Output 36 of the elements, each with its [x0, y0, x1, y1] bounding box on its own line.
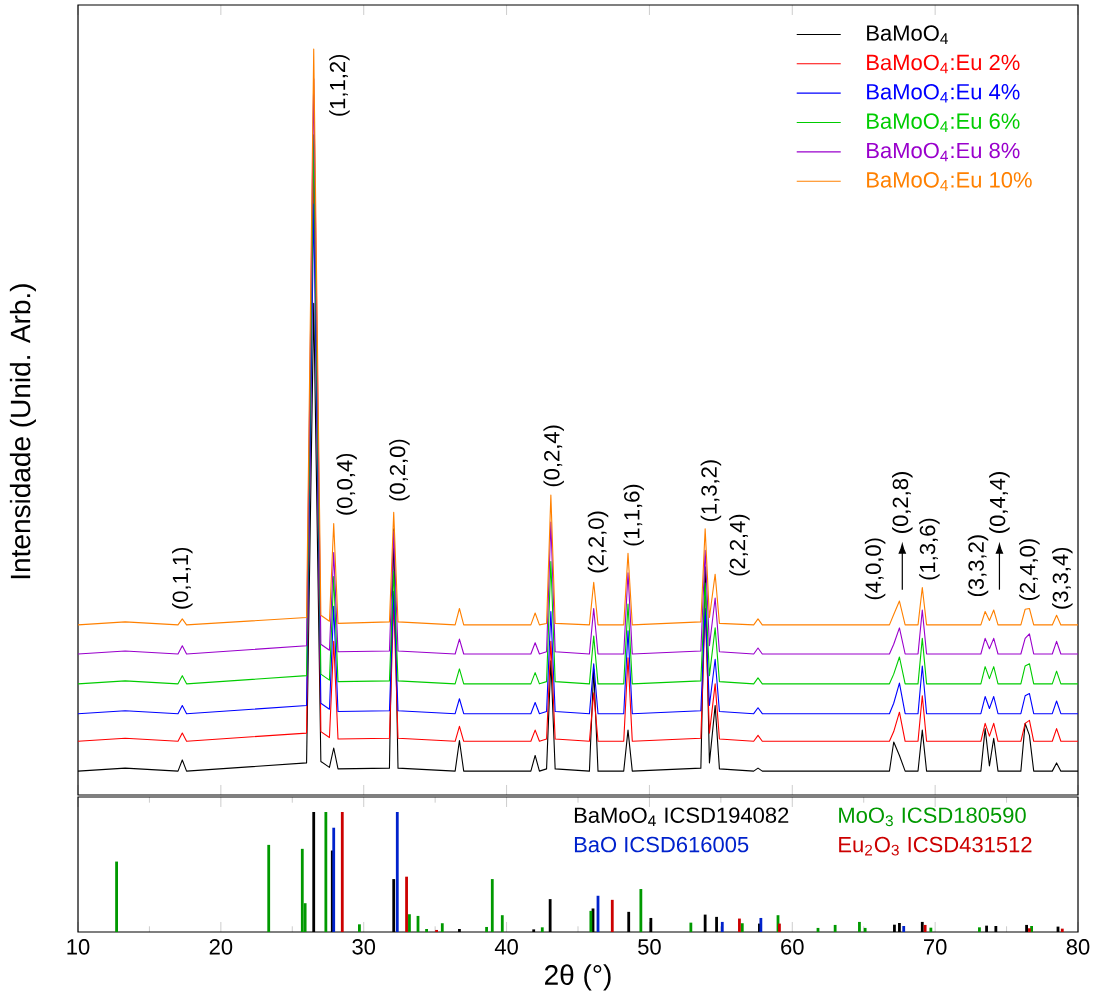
legend-label: BaMoO$_{4}$:Eu 2% [867, 54, 1020, 74]
x-tick-label: 20 [209, 939, 233, 955]
text: MoO$_{3}$ ICSD180590 [839, 807, 1026, 827]
annotation: (2,4,0) [1019, 539, 1040, 601]
y-axis-title: Intensidade (Unid. Arb.) [9, 284, 36, 579]
annotation: (2,2,4) [729, 514, 750, 576]
x-tick-label: 60 [781, 939, 804, 955]
text: BaMoO$_{4}$ ICSD194082 [574, 807, 789, 827]
annotation: (0,4,4) [989, 472, 1010, 533]
legend-label: BaMoO$_{4}$:Eu 8% [867, 142, 1020, 162]
legend-label: BaMoO$_{4}$:Eu 10% [867, 172, 1032, 191]
x-tick-label: 80 [1066, 939, 1090, 955]
x-axis-title: 2θ (°) [545, 964, 611, 991]
annotation: (0,2,4) [543, 425, 564, 487]
annotation: (1,1,2) [329, 54, 350, 116]
x-tick-label: 70 [924, 939, 947, 955]
annotation: (3,3,4) [1052, 547, 1073, 609]
annotation: (0,1,1) [172, 547, 193, 609]
legend-label: BaMoO$_{4}$:Eu 6% [867, 113, 1020, 132]
annotation: (0,2,0) [389, 439, 410, 501]
text: Eu$_{2}$O$_{3}$ ICSD431512 [839, 836, 1032, 856]
annotation: (3,3,2) [967, 535, 989, 597]
annotation: (4,0,0) [864, 538, 886, 600]
x-tick-label: 50 [638, 939, 661, 955]
annotation: (1,3,2) [700, 460, 722, 522]
annotation: (1,3,6) [919, 518, 940, 580]
annotation: (0,2,8) [892, 472, 913, 533]
text: BaO ICSD616005 [574, 836, 749, 853]
x-tick-label: 40 [494, 939, 518, 955]
annotation: (0,0,4) [336, 453, 357, 515]
x-tick-label: 10 [67, 939, 90, 955]
x-tick-label: 30 [352, 939, 376, 955]
annotation: (1,1,6) [623, 484, 644, 546]
annotation: (2,2,0) [587, 511, 609, 573]
legend-label: BaMoO$_{4}$:Eu 4% [867, 83, 1020, 103]
legend-label: BaMoO$_{4}$ [867, 25, 948, 44]
